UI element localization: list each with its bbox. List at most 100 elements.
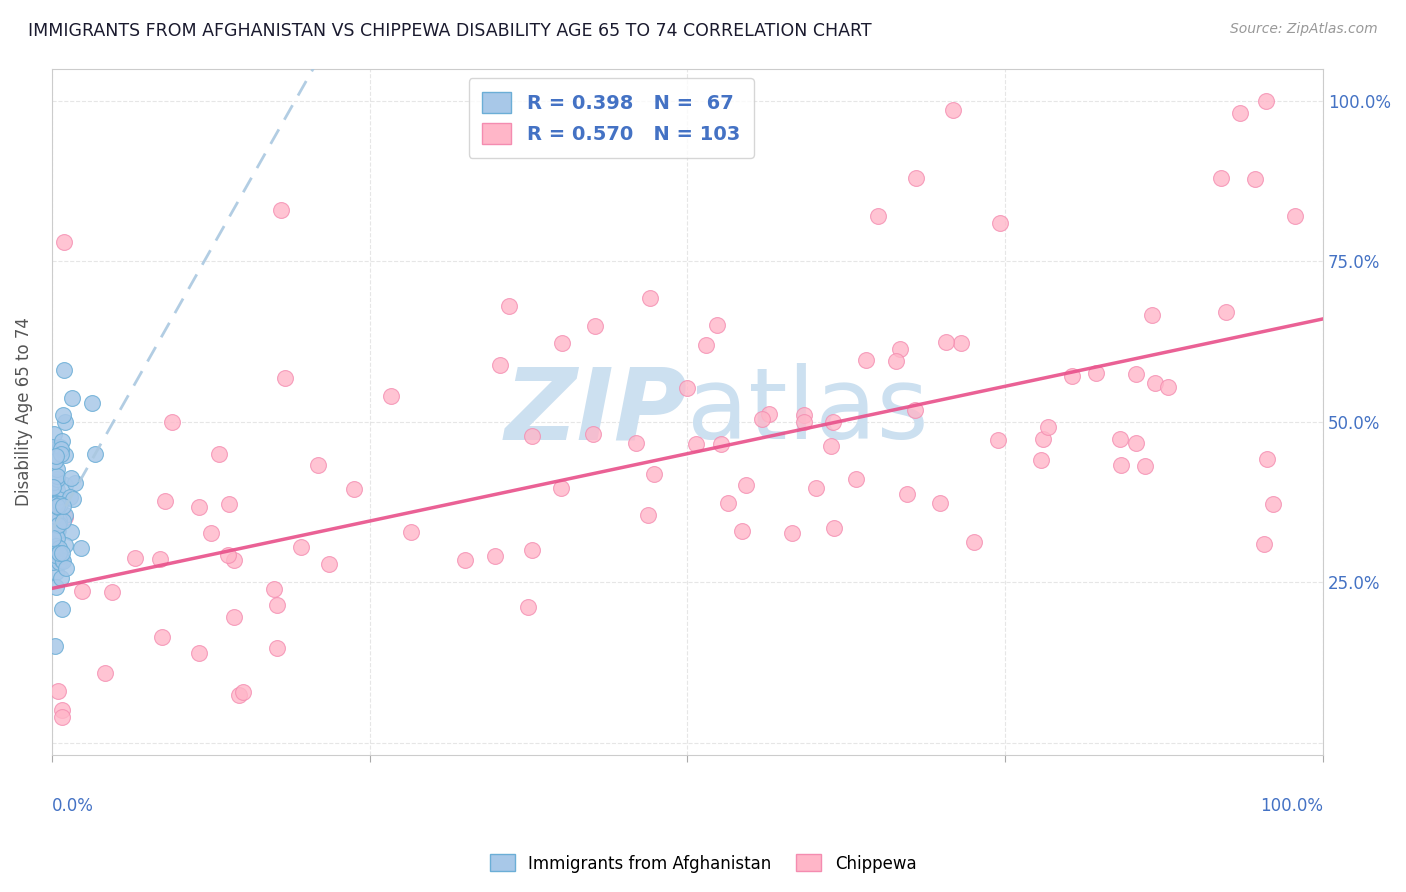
Point (1211, 170, 1233, 185)
Point (637, 508, 659, 523)
Point (793, 408, 815, 422)
Point (51, 549, 73, 563)
Point (638, 292, 661, 306)
Point (520, 429, 543, 443)
Point (454, 553, 477, 567)
Point (583, 319, 606, 334)
Point (51, 442, 73, 456)
Point (758, 407, 780, 421)
Point (51, 710, 73, 724)
Point (855, 352, 877, 367)
Point (45, 565, 67, 579)
Point (1029, 453, 1052, 467)
Point (45, 449, 67, 463)
Point (804, 481, 827, 495)
Text: IMMIGRANTS FROM AFGHANISTAN VS CHIPPEWA DISABILITY AGE 65 TO 74 CORRELATION CHAR: IMMIGRANTS FROM AFGHANISTAN VS CHIPPEWA … (28, 22, 872, 40)
Point (963, 534, 986, 549)
Point (48, 523, 70, 537)
Point (52, 515, 75, 529)
Point (41, 531, 63, 545)
Point (1253, 537, 1275, 551)
Point (48, 541, 70, 555)
Point (643, 467, 665, 481)
Point (44, 548, 66, 562)
Point (62, 492, 84, 507)
Point (232, 684, 254, 698)
Point (44, 509, 66, 524)
Point (868, 209, 890, 223)
Point (46, 499, 69, 513)
Point (1032, 432, 1054, 446)
Point (263, 582, 285, 596)
Point (124, 551, 146, 566)
Point (58, 490, 80, 504)
Point (222, 553, 245, 567)
Point (228, 688, 250, 702)
Point (83, 447, 105, 461)
Point (706, 318, 728, 333)
Point (516, 599, 538, 614)
Point (52, 363, 75, 377)
Point (343, 482, 366, 496)
Point (823, 415, 845, 429)
Point (266, 598, 288, 612)
Point (53, 415, 76, 429)
Point (1157, 380, 1180, 394)
Legend: R = 0.398   N =  67, R = 0.570   N = 103: R = 0.398 N = 67, R = 0.570 N = 103 (468, 78, 754, 158)
Point (48, 548, 70, 562)
Point (70, 583, 93, 598)
Point (46, 531, 69, 545)
Point (399, 524, 422, 539)
Point (1142, 308, 1164, 322)
Point (1062, 368, 1084, 383)
Point (46, 475, 69, 489)
Point (70, 541, 93, 556)
Point (149, 552, 172, 566)
Point (52, 554, 75, 568)
Point (49, 447, 72, 461)
Point (928, 496, 950, 510)
Point (1038, 420, 1060, 434)
Point (1261, 497, 1284, 511)
Point (904, 402, 927, 417)
Point (484, 549, 506, 563)
Point (48, 517, 70, 532)
Point (222, 610, 245, 624)
Point (44, 427, 66, 442)
Point (380, 389, 402, 403)
Point (53, 538, 76, 552)
Point (44, 639, 66, 653)
Point (51, 546, 73, 560)
Point (1109, 458, 1132, 473)
Point (318, 557, 340, 571)
Point (42, 539, 65, 553)
Point (1133, 459, 1156, 474)
Point (48, 555, 70, 569)
Point (734, 478, 756, 492)
Point (731, 524, 754, 538)
Point (793, 415, 815, 429)
Point (896, 486, 918, 500)
Point (270, 202, 292, 217)
Point (53, 235, 76, 249)
Point (46, 490, 69, 504)
Point (53, 510, 76, 524)
Point (695, 338, 717, 352)
Point (45, 497, 67, 511)
Text: Source: ZipAtlas.com: Source: ZipAtlas.com (1230, 22, 1378, 37)
Point (63, 475, 86, 490)
Point (48, 546, 70, 560)
Point (290, 540, 312, 554)
Point (1084, 366, 1107, 380)
Point (45, 539, 67, 553)
Point (1254, 94, 1277, 108)
Point (1108, 432, 1130, 446)
Point (51, 703, 73, 717)
Point (49, 497, 72, 511)
Point (889, 342, 911, 356)
Point (94, 666, 117, 681)
Point (935, 335, 957, 350)
Point (42, 479, 65, 493)
Point (52, 499, 75, 513)
Text: 100.0%: 100.0% (1260, 797, 1323, 814)
